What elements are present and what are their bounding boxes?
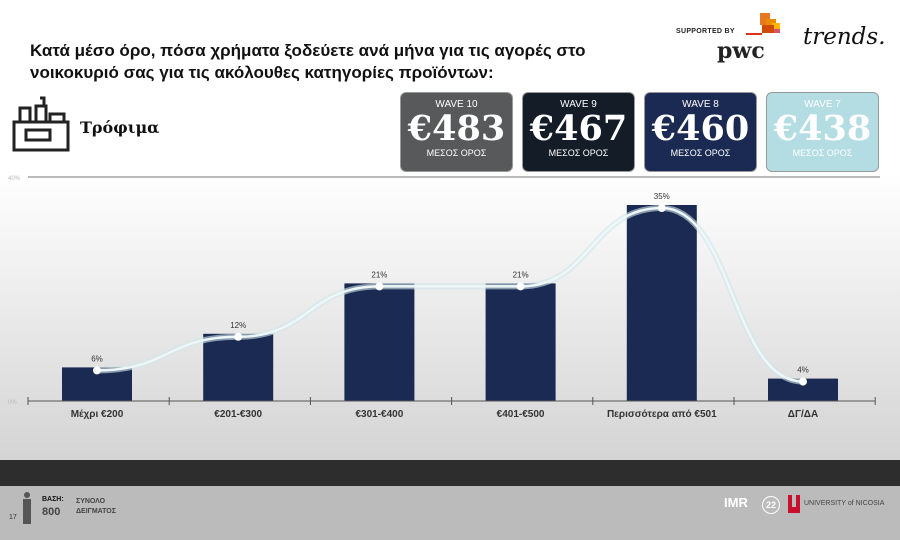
trend-point xyxy=(657,204,666,212)
wave-sub: ΜΕΣΟΣ ΟΡΟΣ xyxy=(792,148,853,158)
x-tick-label: Περισσότερα από €501 xyxy=(607,409,717,420)
x-tick-label: €401-€500 xyxy=(497,409,545,420)
base-label: ΒΑΣΗ: xyxy=(42,496,64,503)
dark-band xyxy=(0,460,900,486)
bar xyxy=(768,378,838,401)
wave-value: €483 xyxy=(407,108,506,149)
x-tick-label: Μέχρι €200 xyxy=(71,409,124,420)
base-value: 800 xyxy=(42,506,61,518)
question-title: Κατά μέσο όρο, πόσα χρήματα ξοδεύετε ανά… xyxy=(30,41,586,82)
x-tick-label: ΔΓ/ΔΑ xyxy=(788,409,818,420)
y-tick-label: 40% xyxy=(8,176,21,182)
footer: 17 ΒΑΣΗ: 800 ΣΥΝΟΛΟ ΔΕΙΓΜΑΤΟΣ IMR 22 UNI… xyxy=(0,486,900,540)
x-tick-label: €301-€400 xyxy=(355,409,403,420)
wave-sub: ΜΕΣΟΣ ΟΡΟΣ xyxy=(426,148,487,158)
imr-logo: IMR xyxy=(724,495,748,510)
wave-value: €467 xyxy=(529,108,628,149)
unic-logo-icon xyxy=(788,495,800,513)
trend-point xyxy=(516,282,525,291)
category-title: Τρόφιμα xyxy=(80,118,160,137)
pwc-logo-mark-icon xyxy=(746,13,780,35)
university-name: UNIVERSITY of NICOSIA xyxy=(804,500,885,507)
sample-label-1: ΣΥΝΟΛΟ xyxy=(76,498,106,505)
wave-label: WAVE 7 xyxy=(804,99,841,110)
data-label: 4% xyxy=(797,366,809,375)
bar xyxy=(203,333,274,401)
person-icon xyxy=(23,492,31,524)
trends-logo: trends. xyxy=(803,24,886,50)
data-label: 21% xyxy=(513,270,529,279)
wave-card: WAVE 7 €438 ΜΕΣΟΣ ΟΡΟΣ xyxy=(766,92,879,172)
trend-point xyxy=(93,366,101,375)
wave-card: WAVE 10 €483 ΜΕΣΟΣ ΟΡΟΣ xyxy=(400,92,513,172)
page-number: 17 xyxy=(9,514,17,521)
bar-chart: 40% 0% 6% Μέχρι €200 12% €201-€300 21% €301-€40… xyxy=(8,176,880,420)
data-label: 6% xyxy=(91,354,103,363)
chart-background xyxy=(0,172,900,460)
groceries-icon xyxy=(12,96,70,152)
trend-line-glow xyxy=(96,204,804,385)
trend-point xyxy=(234,332,243,341)
data-label: 35% xyxy=(654,192,670,201)
wave-value: €460 xyxy=(651,108,750,149)
wave-label: WAVE 8 xyxy=(682,99,719,110)
sample-label-2: ΔΕΙΓΜΑΤΟΣ xyxy=(76,508,116,515)
bar xyxy=(626,205,697,401)
wave-label: WAVE 9 xyxy=(560,99,597,110)
x-tick-label: €201-€300 xyxy=(214,409,262,420)
wave-sub: ΜΕΣΟΣ ΟΡΟΣ xyxy=(548,148,609,158)
data-label: 12% xyxy=(230,321,246,330)
wave-card: WAVE 9 €467 ΜΕΣΟΣ ΟΡΟΣ xyxy=(522,92,635,172)
trend-point xyxy=(799,377,807,386)
pwc-logo: pwc xyxy=(717,38,765,64)
supported-by-label: SUPPORTED BY xyxy=(676,28,735,35)
trend-point xyxy=(375,282,384,291)
wave-card: WAVE 8 €460 ΜΕΣΟΣ ΟΡΟΣ xyxy=(644,92,757,172)
wave-sub: ΜΕΣΟΣ ΟΡΟΣ xyxy=(670,148,731,158)
bar xyxy=(344,283,415,401)
bar xyxy=(485,283,556,401)
trend-line xyxy=(96,206,804,383)
data-label: 21% xyxy=(371,270,387,279)
y-tick-label: 0% xyxy=(8,400,17,406)
wave-value: €438 xyxy=(773,108,872,149)
anniversary-logo: 22 xyxy=(762,496,780,514)
wave-label: WAVE 10 xyxy=(435,99,478,110)
